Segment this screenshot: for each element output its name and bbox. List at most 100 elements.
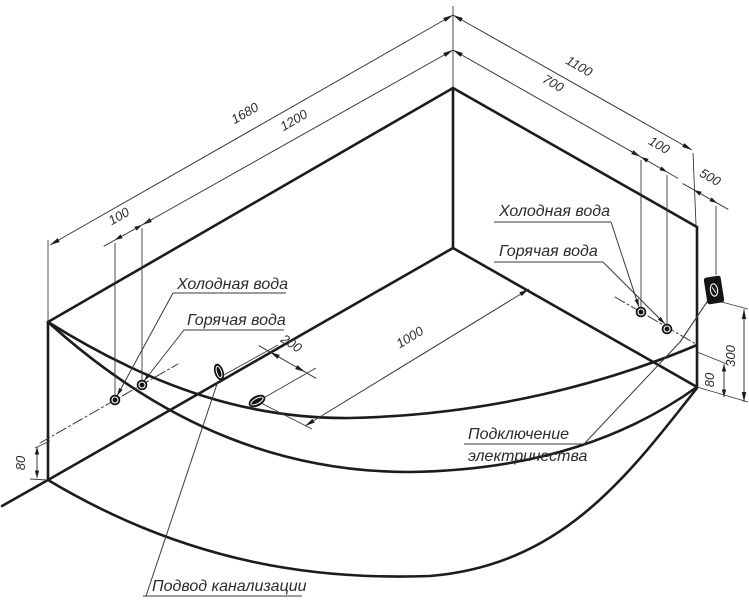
dim-300-arrow-start — [741, 309, 747, 319]
dim-500-value: 500 — [697, 165, 724, 189]
dim-300-arrow-end — [741, 392, 747, 402]
dim-1680-value: 1680 — [228, 99, 261, 127]
label-hot-water-right-leader-arrow — [657, 316, 665, 324]
dim-100-right-arrow-end — [659, 166, 667, 172]
dim-1000-arrow-end — [519, 289, 529, 297]
label-cold-water-left-leader-line — [116, 292, 174, 397]
hole-cold-water-left-hole — [109, 394, 121, 406]
dim-1000-arrow-start — [305, 418, 315, 426]
dim-100-right: 100 — [629, 133, 679, 326]
label-hot-water-left: Горячая вода — [143, 312, 286, 382]
dim-100-right-arrow-start — [641, 157, 649, 163]
dim-1680: 1680 — [47, 6, 454, 322]
dim-1200-arrow-end — [443, 50, 453, 57]
dim-200-extension — [259, 367, 317, 401]
hole-sewage-drain-ring — [215, 365, 223, 379]
label-hot-water-left-leader-arrow — [144, 373, 151, 381]
label-hot-water-right-text: Горячая вода — [499, 243, 598, 260]
label-cold-water-left-text: Холодная вода — [176, 276, 288, 293]
dim-80-left-extension — [34, 440, 51, 449]
label-hot-water-right: Горячая вода — [494, 243, 666, 325]
label-electrical: Подключение электричества — [464, 295, 712, 465]
hole-floor-drain — [248, 394, 266, 408]
dim-80-left-arrow-start — [34, 447, 40, 455]
dim-80-left-value: 80 — [13, 455, 28, 470]
hole-hot-water-right-hole — [661, 323, 673, 335]
dim-1000: 1000 — [256, 288, 530, 430]
label-sewage: Подвод канализации — [143, 380, 307, 597]
hole-floor-drain-ring — [250, 396, 264, 406]
apron-bottom-curve — [46, 386, 699, 578]
electrical-outlet-detail — [711, 286, 717, 294]
hole-cold-water-right — [635, 306, 647, 318]
dim-100-left-arrow-end — [134, 225, 142, 231]
dim-1680-line — [49, 14, 454, 246]
label-electrical-text: Подключение — [468, 426, 569, 443]
dim-300-value: 300 — [723, 344, 738, 366]
label-cold-water-left: Холодная вода — [116, 276, 288, 397]
dim-500: 500 — [682, 165, 729, 275]
dim-1100-arrow-start — [453, 15, 463, 22]
label-hot-water-left-text: Горячая вода — [187, 312, 286, 329]
label-electrical-leader-line — [583, 295, 712, 445]
hole-cold-water-left — [109, 394, 121, 406]
hole-cold-water-right-ring — [637, 308, 645, 316]
dim-300: 300 — [696, 300, 749, 403]
dim-200-arrow-end — [295, 365, 305, 372]
dim-1200-value: 1200 — [277, 106, 310, 134]
label-sewage-leader-line — [145, 380, 219, 597]
hole-hot-water-left-ring — [138, 381, 146, 389]
hole-hot-water-right — [661, 323, 673, 335]
dim-500-arrow-start — [694, 190, 702, 196]
electrical-outlet-socket — [709, 283, 719, 297]
dim-1000-value: 1000 — [393, 323, 426, 351]
dim-100-left-arrow-start — [115, 234, 123, 240]
dim-500-line — [682, 183, 729, 210]
centerline-left-wall — [39, 363, 179, 444]
dim-80-right: 80 — [696, 351, 728, 397]
label-sewage-text: Подвод канализации — [152, 578, 307, 595]
dim-200-line — [258, 345, 317, 379]
dim-700-line — [452, 49, 642, 158]
dim-80-left-arrow-end — [34, 470, 40, 478]
dim-1100-value: 1100 — [563, 53, 595, 80]
rim-outer-curve — [46, 320, 699, 474]
label-cold-water-left-leader-arrow — [117, 388, 123, 396]
dim-700-value: 700 — [540, 71, 567, 95]
dim-80-left: 80 — [13, 440, 51, 481]
hole-hot-water-right-ring — [663, 325, 671, 333]
hole-hot-water-left-hole — [136, 379, 148, 391]
dim-1100-line — [452, 14, 693, 151]
hole-cold-water-left-ring — [111, 396, 119, 404]
wall-top-right-edge — [451, 86, 699, 229]
hole-sewage-drain — [213, 363, 225, 381]
dim-80-right-arrow-start — [721, 364, 727, 372]
centerline-right-wall — [614, 296, 697, 345]
dim-1100-extension — [692, 152, 697, 226]
dim-500-arrow-end — [709, 197, 717, 203]
dim-80-right-arrow-end — [721, 389, 727, 397]
label-cold-water-right-leader-arrow — [634, 298, 639, 307]
rim-inner-curve — [46, 320, 699, 420]
dim-100-right-line — [629, 150, 679, 179]
dim-200-extension — [221, 344, 279, 377]
floor-right-edge — [451, 246, 699, 389]
label-hot-water-right-leader-line — [602, 261, 666, 325]
dim-700-arrow-start — [453, 50, 463, 57]
dim-200-arrow-start — [270, 352, 280, 359]
dim-100-left-value: 100 — [106, 204, 133, 228]
dim-1100: 1100 — [452, 14, 697, 226]
floor-left-edge — [46, 246, 455, 482]
dim-1200-line — [141, 49, 454, 226]
dim-300-extension — [696, 386, 749, 403]
dim-80-right-extension — [696, 351, 728, 365]
hole-cold-water-right-hole — [635, 306, 647, 318]
dim-100-left: 100 — [103, 204, 154, 395]
floor-left-extension — [0, 478, 50, 508]
dim-1100-arrow-end — [682, 143, 692, 150]
dim-100-left-line — [103, 218, 154, 247]
dim-1000-extension — [256, 400, 313, 430]
label-cold-water-right-text: Холодная вода — [498, 203, 610, 220]
dim-200: 200 — [221, 330, 317, 401]
